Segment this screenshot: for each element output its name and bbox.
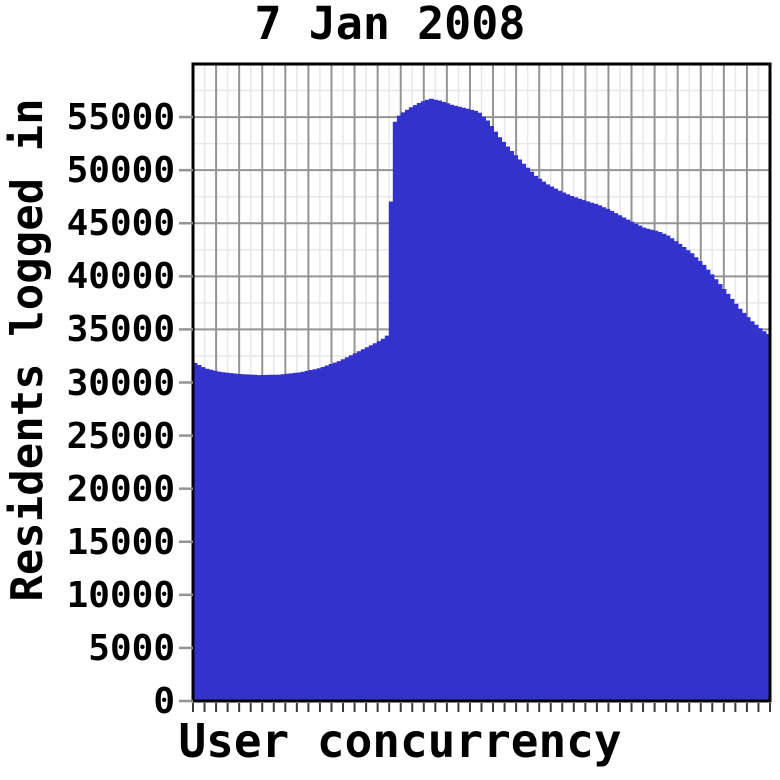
y-tick-label: 10000 [66, 574, 175, 616]
y-tick-label: 20000 [66, 468, 175, 510]
y-tick-label: 55000 [66, 97, 175, 139]
y-tick-label: 45000 [66, 203, 175, 245]
plot-area [179, 62, 772, 712]
x-axis-title: User concurrency [178, 714, 622, 768]
y-tick-label: 5000 [88, 627, 175, 669]
y-tick-label: 40000 [66, 256, 175, 298]
area-series [192, 98, 771, 702]
chart-title: 7 Jan 2008 [254, 0, 526, 50]
y-tick-label: 25000 [66, 415, 175, 457]
y-tick-label: 0 [153, 681, 175, 722]
y-tick-label: 35000 [66, 309, 175, 351]
y-tick-labels: 0 5000 10000 15000 20000 25000 30000 35000 40000… [0, 0, 175, 780]
y-tick-label: 50000 [66, 150, 175, 192]
y-tick-label: 30000 [66, 362, 175, 404]
y-tick-label: 15000 [66, 521, 175, 563]
